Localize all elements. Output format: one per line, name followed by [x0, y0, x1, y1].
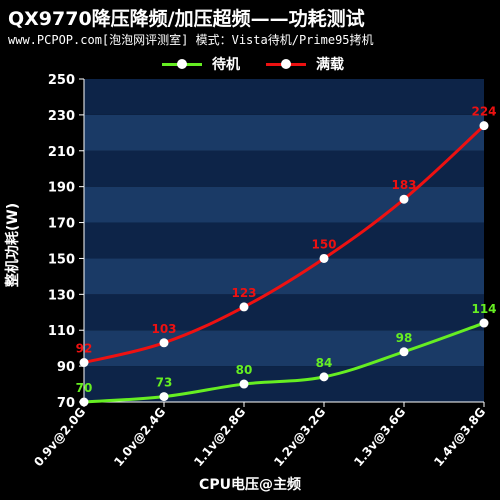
data-label: 80: [236, 363, 253, 377]
data-point: [239, 302, 249, 312]
data-labels: 70 73 80 84 98 114 92 103 123 150 183 224: [76, 105, 497, 395]
data-label: 114: [471, 302, 496, 316]
plot-band: [84, 222, 484, 259]
x-axis-ticks: 0.9v@2.0G 1.0v@2.4G 1.1v@2.8G 1.2v@3.2G 1.3v…: [31, 402, 488, 469]
legend-item-idle: 待机: [162, 54, 240, 74]
legend: 待机 满载: [162, 54, 344, 74]
x-axis-label: CPU电压@主频: [199, 477, 301, 493]
x-tick-label: 0.9v@2.0G: [31, 405, 88, 469]
legend-marker-idle: [177, 59, 187, 69]
legend-swatch-idle: [162, 58, 202, 70]
data-point: [319, 372, 329, 382]
plot-band: [84, 150, 484, 187]
data-label: 92: [76, 342, 93, 356]
y-tick-label: 230: [48, 109, 75, 124]
y-tick-label: 150: [48, 252, 75, 267]
plot-band: [84, 258, 484, 295]
data-point: [239, 379, 249, 389]
y-tick-label: 130: [48, 288, 75, 303]
y-axis-label: 整机功耗(W): [2, 160, 22, 330]
data-label: 123: [231, 286, 256, 300]
chart-title: QX9770降压降频/加压超频——功耗测试: [8, 8, 365, 30]
data-point: [479, 318, 489, 328]
legend-marker-load: [281, 59, 291, 69]
data-point: [319, 253, 329, 263]
plot-band: [84, 114, 484, 151]
data-point: [479, 121, 489, 131]
x-tick-label: 1.2v@3.2G: [271, 405, 328, 469]
plot-band: [84, 366, 484, 402]
y-axis-label-text: 整机功耗(W): [5, 202, 21, 288]
data-point: [79, 358, 89, 368]
data-point: [159, 392, 169, 402]
data-label: 98: [396, 331, 413, 345]
data-label: 150: [311, 237, 336, 251]
data-label: 183: [391, 178, 416, 192]
x-tick-label: 1.3v@3.6G: [351, 405, 408, 469]
series-line: [83, 124, 486, 364]
x-tick-label: 1.1v@2.8G: [191, 405, 248, 469]
plot-background: [84, 79, 484, 402]
legend-swatch-load: [266, 58, 306, 70]
legend-label-idle: 待机: [212, 57, 240, 73]
plot-band: [84, 294, 484, 331]
y-tick-label: 210: [48, 145, 75, 160]
y-tick-label: 170: [48, 217, 75, 232]
legend-label-load: 满载: [316, 57, 344, 73]
y-tick-label: 190: [48, 181, 75, 196]
y-tick-label: 110: [48, 324, 75, 339]
plot-band: [84, 79, 484, 115]
y-tick-label: 90: [57, 360, 75, 375]
data-point: [159, 338, 169, 348]
legend-item-load: 满载: [266, 54, 344, 74]
data-point: [399, 347, 409, 357]
y-tick-label: 70: [57, 396, 75, 411]
data-label: 70: [76, 381, 93, 395]
x-tick-label: 1.0v@2.4G: [111, 405, 168, 469]
plot-band: [84, 186, 484, 223]
data-label: 84: [316, 356, 333, 370]
data-label: 224: [471, 105, 496, 119]
x-tick-label: 1.4v@3.8G: [431, 405, 488, 469]
data-label: 103: [151, 322, 176, 336]
data-point: [79, 397, 89, 407]
axes: [83, 79, 484, 403]
y-tick-label: 250: [48, 73, 75, 88]
series-points: [79, 121, 489, 407]
chart-subtitle: www.PCPOP.com[泡泡网评测室] 模式：Vista待机/Prime95…: [8, 33, 374, 47]
data-point: [399, 194, 409, 204]
data-label: 73: [156, 376, 173, 390]
y-axis-ticks: 70 90 110 130 150 170 190 210 230 250: [48, 73, 84, 411]
